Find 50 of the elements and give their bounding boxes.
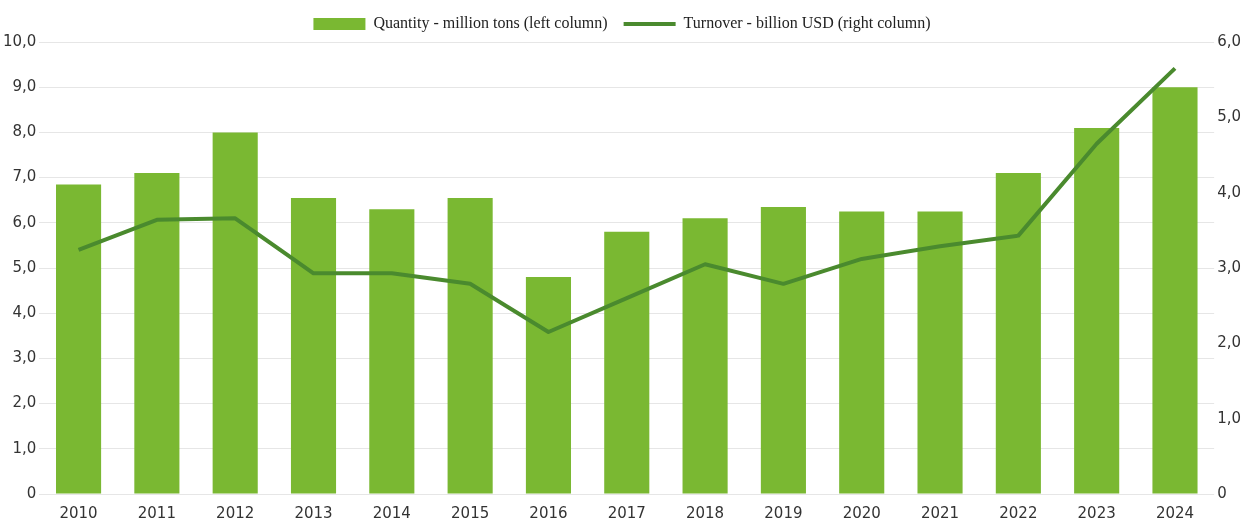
x-tick-label: 2023 bbox=[1077, 503, 1116, 522]
y-tick-label: 7,0 bbox=[12, 167, 37, 186]
x-tick-label: 2015 bbox=[451, 503, 490, 522]
x-tick-label: 2011 bbox=[137, 503, 176, 522]
bar bbox=[1074, 127, 1120, 494]
bar bbox=[56, 184, 102, 494]
bar bbox=[604, 231, 650, 494]
y-tick-label: 5,0 bbox=[12, 257, 37, 276]
x-tick-label: 2021 bbox=[920, 503, 960, 522]
y-tick-label: 3,0 bbox=[12, 348, 37, 367]
y-tick-label: 10,0 bbox=[2, 31, 37, 50]
y2-tick-label: 0 bbox=[1217, 483, 1227, 502]
x-tick-label: 2019 bbox=[764, 503, 803, 522]
x-tick-label: 2024 bbox=[1155, 503, 1195, 522]
bar bbox=[760, 206, 806, 494]
y-tick-label: 2,0 bbox=[12, 393, 37, 412]
bar bbox=[1152, 87, 1198, 494]
x-tick-label: 2014 bbox=[372, 503, 411, 522]
legend-label: Turnover - billion USD (right column) bbox=[683, 14, 931, 33]
x-tick-label: 2018 bbox=[685, 503, 725, 522]
bar bbox=[682, 218, 728, 494]
x-tick-label: 2010 bbox=[59, 503, 98, 522]
x-tick-label: 2016 bbox=[529, 503, 568, 522]
y2-tick-label: 6,0 bbox=[1217, 31, 1241, 50]
y2-tick-label: 2,0 bbox=[1217, 333, 1241, 352]
x-tick-label: 2013 bbox=[294, 503, 333, 522]
bar bbox=[447, 197, 493, 494]
y-tick-label: 8,0 bbox=[12, 122, 37, 141]
bar bbox=[369, 209, 415, 494]
y-tick-label: 1,0 bbox=[12, 438, 37, 457]
x-tick-label: 2022 bbox=[999, 503, 1038, 522]
x-tick-label: 2017 bbox=[607, 503, 646, 522]
y2-tick-label: 1,0 bbox=[1217, 408, 1241, 427]
bar bbox=[995, 173, 1041, 494]
bar bbox=[212, 132, 258, 494]
bar bbox=[839, 211, 885, 494]
bar bbox=[290, 197, 337, 494]
bar bbox=[525, 277, 572, 494]
bar bbox=[134, 173, 180, 494]
y2-tick-label: 5,0 bbox=[1217, 107, 1241, 126]
x-tick-label: 2012 bbox=[216, 503, 255, 522]
y-tick-label: 0 bbox=[26, 483, 37, 502]
x-tick-label: 2020 bbox=[842, 503, 881, 522]
bar bbox=[917, 211, 963, 494]
y-tick-label: 4,0 bbox=[12, 303, 37, 322]
y-tick-label: 9,0 bbox=[12, 77, 37, 96]
y-tick-label: 6,0 bbox=[12, 212, 37, 231]
y2-tick-label: 4,0 bbox=[1217, 182, 1241, 201]
y2-tick-label: 3,0 bbox=[1217, 257, 1241, 276]
legend-label: Quantity - million tons (left column) bbox=[373, 14, 608, 33]
